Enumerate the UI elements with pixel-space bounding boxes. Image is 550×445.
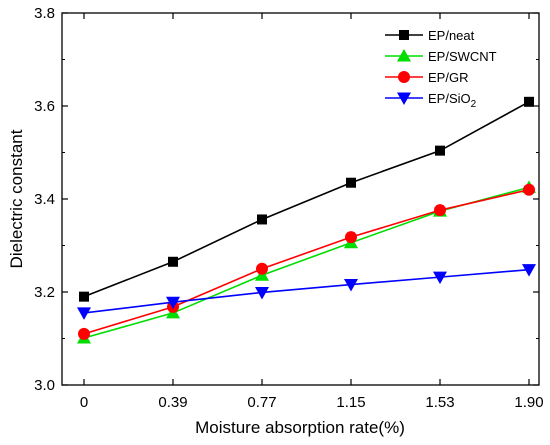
plot-frame [61,12,540,386]
y-axis-title: Dielectric constant [7,129,26,268]
data-point [168,256,178,267]
data-point [256,262,268,275]
data-point [434,204,446,217]
series-ep-gr [78,183,535,340]
x-tick-label: 1.15 [336,394,365,411]
series-line [83,186,530,339]
series-ep-sio2 [77,264,536,320]
y-axis: 3.0 3.2 3.4 3.6 3.8 [34,5,539,394]
data-point [79,291,89,302]
legend-label: EP/GR [428,70,468,85]
data-point [433,271,447,285]
legend-entry: EP/SiO2 [385,91,477,110]
data-point [78,327,90,340]
series-ep-swcnt [77,180,536,344]
legend-marker [397,49,411,62]
series-ep-neat [79,96,534,302]
legend-entry: EP/neat [385,28,475,43]
y-tick-label: 3.6 [34,98,55,115]
legend-label: EP/SWCNT [428,49,497,64]
data-point [523,183,535,196]
plot-area [61,12,540,386]
x-axis-title: Moisture absorption rate(%) [195,418,405,437]
legend-label: EP/neat [428,28,475,43]
legend-marker [397,92,411,105]
data-point [435,145,445,156]
y-tick-label: 3.0 [34,377,55,394]
data-point [257,214,267,225]
data-point [522,264,536,277]
data-point [77,307,91,320]
legend-entry: EP/SWCNT [385,49,497,64]
x-tick-label: 1.53 [425,394,454,411]
data-point [344,279,358,292]
x-axis: 0 0.39 0.77 1.15 1.53 1.90 [80,13,544,411]
legend-entry: EP/GR [385,70,468,85]
data-point [345,231,357,244]
x-tick-label: 0.39 [158,394,187,411]
data-point [346,177,356,188]
legend-marker [399,30,409,40]
legend: EP/neat EP/SWCNT EP/GR EP/SiO2 [385,28,497,110]
data-point [166,296,180,310]
series-line [83,268,530,314]
x-tick-label: 1.90 [514,394,543,411]
series-line [83,101,530,298]
legend-label: EP/SiO2 [428,91,477,110]
x-tick-label: 0.77 [247,394,276,411]
data-point [255,286,269,300]
y-tick-label: 3.2 [34,284,55,301]
y-tick-label: 3.8 [34,5,55,22]
series-line [83,188,530,335]
data-point [524,96,534,107]
legend-marker [398,71,410,83]
series-layer [77,96,536,344]
x-tick-label: 0 [80,394,88,411]
y-tick-label: 3.4 [34,191,55,208]
